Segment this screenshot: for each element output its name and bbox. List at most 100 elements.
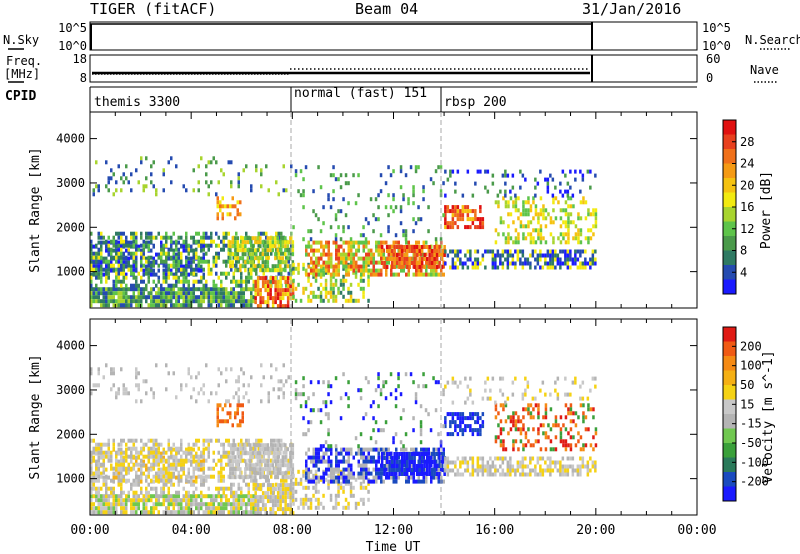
vel-data-cell — [297, 505, 300, 510]
vel-data-cell — [105, 502, 108, 507]
power-data-cell — [277, 243, 280, 248]
vel-data-cell — [259, 475, 262, 480]
vel-data-cell — [232, 438, 235, 443]
power-data-cell — [100, 264, 103, 269]
power-data-cell — [132, 235, 135, 240]
vel-data-cell — [222, 446, 225, 451]
power-data-cell — [195, 287, 198, 292]
power-data-cell — [120, 263, 123, 268]
vel-data-cell — [408, 468, 411, 472]
vel-data-cell — [380, 475, 383, 480]
vel-data-cell — [236, 451, 240, 456]
power-data-cell — [360, 272, 363, 277]
power-data-cell — [137, 247, 140, 252]
power-data-cell — [105, 184, 108, 189]
vel-data-cell — [229, 467, 232, 472]
power-data-cell — [504, 204, 508, 209]
power-data-cell — [115, 180, 118, 185]
power-data-cell — [160, 299, 163, 304]
vel-data-cell — [509, 468, 512, 473]
power-data-cell — [479, 225, 482, 230]
power-data-cell — [315, 260, 318, 265]
vel-data-cell — [539, 464, 542, 469]
power-data-cell — [235, 231, 238, 236]
power-data-cell — [339, 185, 343, 190]
power-data-cell — [132, 255, 135, 260]
vel-data-cell — [471, 416, 475, 421]
vel-data-cell — [160, 486, 163, 491]
power-data-cell — [347, 286, 350, 291]
vel-data-cell — [259, 455, 262, 460]
vel-data-cell — [135, 438, 138, 443]
power-data-cell — [250, 299, 253, 304]
vel-data-cell — [112, 510, 115, 515]
power-data-cell — [539, 236, 543, 241]
vel-data-cell — [202, 447, 205, 452]
vel-data-cell — [192, 482, 195, 487]
power-data-cell — [175, 283, 178, 288]
power-data-cell — [235, 283, 238, 288]
vel-data-cell — [317, 459, 320, 464]
power-data-cell — [251, 244, 255, 249]
power-data-cell — [135, 168, 138, 173]
power-data-cell — [205, 291, 208, 296]
vel-data-cell — [380, 471, 383, 476]
vel-data-cell — [274, 443, 277, 448]
power-data-cell — [364, 217, 368, 222]
vel-data-cell — [102, 478, 105, 483]
vel-data-cell — [266, 459, 270, 464]
vel-data-cell — [387, 475, 390, 480]
vel-data-cell — [162, 498, 165, 503]
power-data-cell — [355, 264, 358, 269]
power-data-cell — [531, 249, 535, 254]
power-data-cell — [225, 243, 228, 248]
power-data-cell — [252, 263, 255, 268]
power-data-cell — [286, 256, 290, 261]
power-data-cell — [345, 264, 348, 269]
power-data-cell — [567, 196, 570, 201]
power-data-cell — [339, 290, 343, 295]
power-data-cell — [150, 248, 153, 253]
freq-label-2: [MHz] — [4, 67, 40, 81]
power-data-cell — [398, 257, 401, 261]
power-data-cell — [264, 268, 267, 273]
power-data-cell — [205, 231, 208, 236]
power-data-cell — [110, 256, 113, 261]
vel-data-cell — [165, 450, 168, 455]
vel-data-cell — [256, 511, 260, 516]
power-data-cell — [413, 245, 416, 249]
vel-data-cell — [261, 471, 265, 476]
power-data-cell — [499, 257, 502, 262]
vel-data-cell — [370, 459, 373, 464]
power-data-cell — [327, 256, 330, 261]
vel-data-cell — [405, 464, 409, 468]
vel-data-cell — [299, 497, 303, 502]
vel-data-cell — [217, 502, 220, 507]
vel-data-cell — [227, 502, 230, 507]
power-data-cell — [335, 240, 338, 245]
power-data-cell — [200, 268, 203, 273]
vel-data-cell — [95, 451, 98, 456]
vel-data-cell — [95, 459, 98, 464]
station-title: TIGER (fitACF) — [90, 0, 216, 18]
vel-data-cell — [430, 468, 434, 472]
vel-data-cell — [529, 472, 532, 477]
vel-data-cell — [175, 510, 178, 515]
vel-data-cell — [117, 442, 120, 447]
vel-data-cell — [207, 486, 210, 491]
power-data-cell — [384, 181, 388, 186]
power-data-cell — [276, 296, 280, 301]
power-data-cell — [312, 240, 315, 245]
vel-data-cell — [509, 456, 512, 461]
power-data-cell — [112, 291, 115, 296]
power-data-cell — [365, 252, 368, 257]
power-data-cell — [165, 231, 168, 236]
power-data-cell — [122, 287, 125, 292]
power-data-cell — [210, 180, 213, 185]
power-data-cell — [215, 192, 218, 197]
power-data-cell — [271, 280, 275, 285]
power-data-cell — [269, 292, 272, 297]
vel-data-cell — [312, 463, 315, 468]
power-data-cell — [507, 240, 510, 245]
vel-data-cell — [212, 506, 215, 511]
